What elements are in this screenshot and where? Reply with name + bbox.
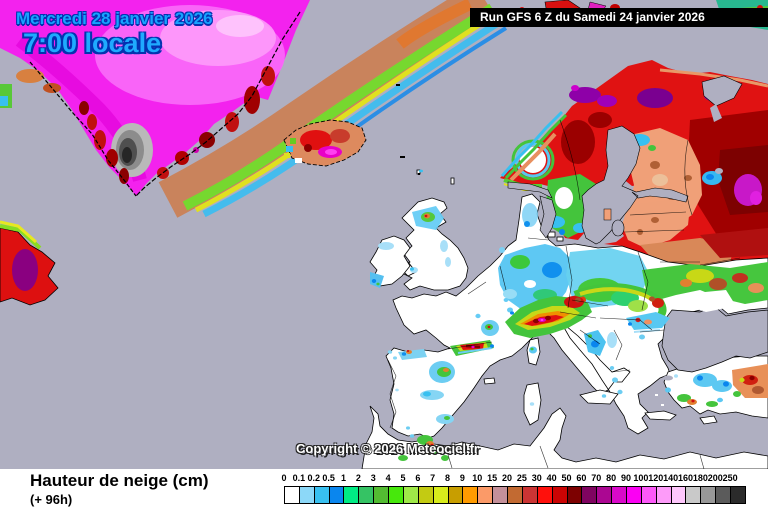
legend-scale: 0 0.1 0.2 0.5 1 2 3 4 5 6 7 8 9 10 15 20 25 30 40 50 60 70 80 9… — [281, 473, 762, 511]
legend-swatch — [447, 486, 464, 504]
legend-bar: Hauteur de neige (cm) (+ 96h) 0 0.1 0.2 0.5… — [0, 469, 768, 512]
pyrenees-snow — [450, 340, 494, 356]
legend-tick-label: 3 — [370, 473, 376, 483]
legend-swatch — [655, 486, 672, 504]
legend-swatch — [313, 486, 330, 504]
balkans-snow — [529, 312, 670, 406]
legend-tick-label: 0 — [281, 473, 287, 483]
legend-tick-label: 120 — [648, 473, 664, 483]
legend-swatch — [626, 486, 642, 504]
legend-tick-label: 5 — [400, 473, 406, 483]
legend-swatch — [328, 486, 345, 504]
legend-tick-label: 250 — [722, 473, 738, 483]
legend-tick-label: 100 — [633, 473, 649, 483]
legend-tick-label: 15 — [487, 473, 498, 483]
small-islands — [396, 84, 664, 416]
legend-tick-label: 70 — [591, 473, 602, 483]
legend-swatch — [402, 486, 419, 504]
legend-swatch — [596, 486, 613, 504]
legend-tick-label: 0.1 — [292, 473, 306, 483]
run-info-banner: Run GFS 6 Z du Samedi 24 janvier 2026 — [470, 8, 768, 27]
legend-tick-label: 60 — [576, 473, 587, 483]
gotland-island — [603, 208, 612, 221]
legend-tick-label: 160 — [677, 473, 693, 483]
white-sea — [701, 75, 743, 122]
country-borders — [387, 119, 741, 469]
legend-swatch — [373, 486, 390, 504]
legend-swatch — [492, 486, 509, 504]
legend-tick-label: 10 — [472, 473, 483, 483]
legend-tick-label: 4 — [385, 473, 391, 483]
legend-swatch — [477, 486, 494, 504]
legend-tick-label: 0.5 — [322, 473, 335, 483]
legend-swatch — [715, 486, 732, 504]
legend-swatch — [611, 486, 627, 504]
legend-subtitle: (+ 96h) — [30, 492, 73, 507]
black-sea — [661, 305, 768, 381]
iceland-region — [283, 119, 367, 167]
legend-swatch — [640, 486, 657, 504]
turkey-snow — [665, 364, 768, 407]
legend-swatch — [284, 486, 300, 504]
legend-tick-label: 20 — [502, 473, 513, 483]
legend-swatch — [700, 486, 717, 504]
legend-tick-label: 140 — [663, 473, 679, 483]
alps-snow — [475, 296, 592, 338]
labrador-region — [0, 220, 59, 306]
legend-swatch — [343, 486, 360, 504]
legend-tick-label: 6 — [415, 473, 421, 483]
legend-swatch — [670, 486, 687, 504]
greenland-region — [0, 0, 310, 197]
legend-tick-label: 40 — [546, 473, 557, 483]
date-label: Mercredi 28 janvier 2026 — [16, 9, 213, 28]
atlas-snow — [398, 426, 449, 461]
legend-swatch — [432, 486, 449, 504]
legend-swatch — [685, 486, 702, 504]
legend-title: Hauteur de neige (cm) — [30, 471, 209, 490]
legend-swatch — [521, 486, 538, 504]
legend-tick-label: 180 — [692, 473, 708, 483]
legend-swatch — [298, 486, 315, 504]
legend-tick-label: 90 — [620, 473, 632, 483]
legend-tick-label: 7 — [430, 473, 436, 483]
legend-tick-label: 9 — [459, 473, 465, 483]
iberia-snow — [387, 349, 455, 424]
legend-swatch — [581, 486, 598, 504]
legend-tick-label: 2 — [355, 473, 361, 483]
legend-tick-label: 1 — [340, 473, 346, 483]
legend-tick-label: 50 — [561, 473, 572, 483]
legend-swatch — [417, 486, 434, 504]
legend-tick-label: 200 — [707, 473, 723, 483]
legend-swatch — [730, 486, 746, 504]
legend-swatch — [536, 486, 553, 504]
map-canvas: Mercredi 28 janvier 2026 7:00 locale Run… — [0, 0, 768, 469]
europe-snow-map — [0, 0, 768, 469]
legend-swatch — [358, 486, 375, 504]
legend-tick-label: 30 — [531, 473, 542, 483]
legend-swatch — [462, 486, 479, 504]
legend-swatch — [507, 486, 523, 504]
uk-snow-patches — [370, 206, 451, 288]
legend-tick-label: 25 — [516, 473, 527, 483]
legend-swatch — [566, 486, 583, 504]
copyright-label: Copyright © 2026 Meteociel.fr — [296, 441, 479, 456]
time-label: 7:00 locale — [23, 28, 162, 58]
legend-tick-label: 80 — [606, 473, 617, 483]
legend-swatch — [388, 486, 404, 504]
legend-tick-label: 0.2 — [307, 473, 320, 483]
legend-swatch — [551, 486, 568, 504]
legend-tick-label: 8 — [445, 473, 451, 483]
